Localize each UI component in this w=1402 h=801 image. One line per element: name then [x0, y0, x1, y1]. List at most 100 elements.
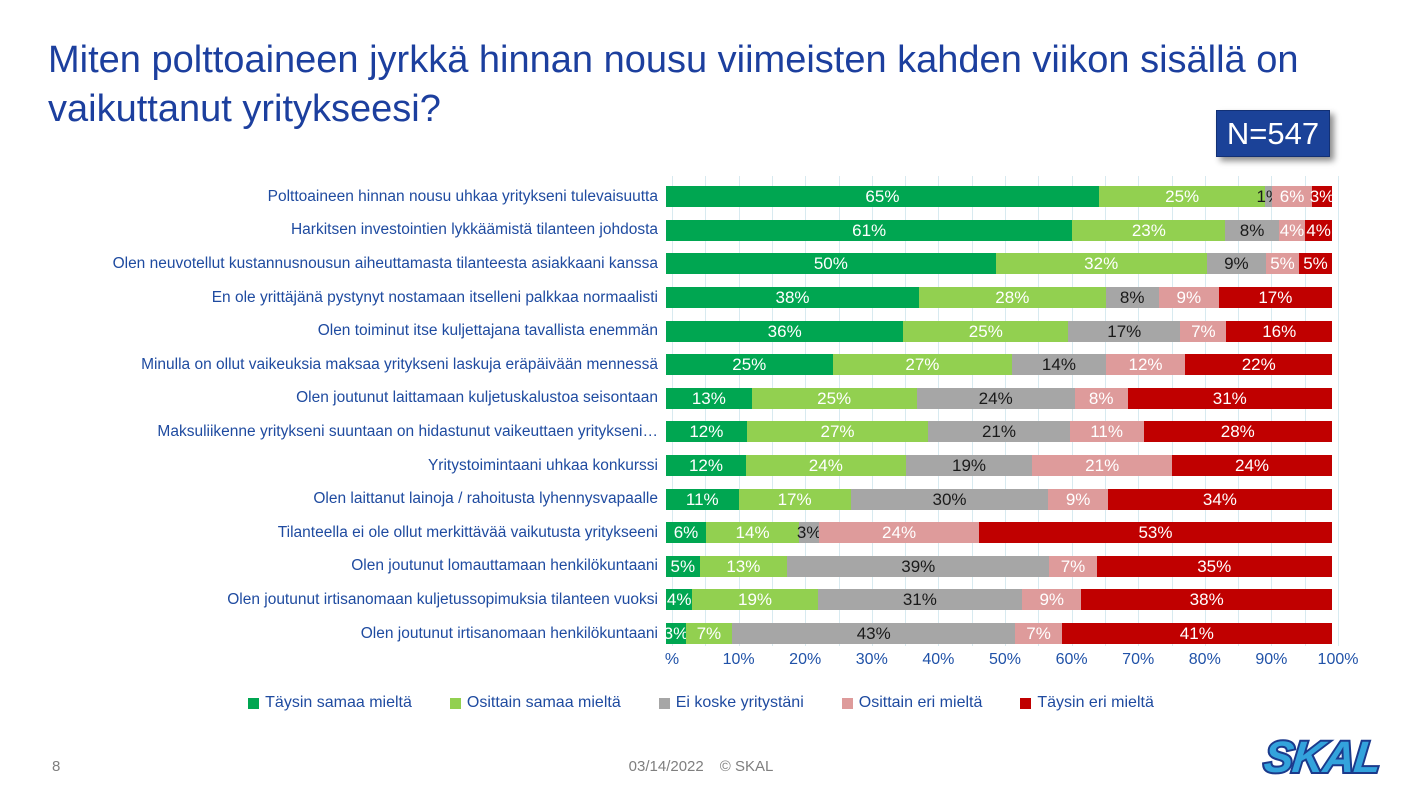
- bar-segment: 5%: [1266, 253, 1299, 275]
- legend-label: Osittain eri mieltä: [858, 694, 983, 711]
- segment-value-label: 65%: [865, 187, 900, 207]
- segment-value-label: 14%: [1041, 355, 1076, 375]
- bar-segment: 4%: [1278, 219, 1306, 241]
- category-label: Maksuliikenne yritykseni suuntaan on hid…: [157, 422, 658, 440]
- x-axis-tick: 40%: [922, 651, 955, 668]
- stacked-bar: 25% 27% 14% 12% 22%: [666, 354, 1332, 376]
- bar-segment: 4%: [666, 589, 693, 611]
- category-label: Olen joutunut lomauttamaan henkilökuntaa…: [351, 557, 658, 575]
- segment-value-label: 27%: [905, 355, 940, 375]
- segment-value-label: 12%: [1128, 355, 1163, 375]
- bar-segment: 7%: [1180, 320, 1227, 342]
- bar-segment: 19%: [905, 455, 1033, 477]
- bar-segment: 7%: [1049, 555, 1097, 577]
- category-label: Olen laittanut lainoja / rahoitusta lyhe…: [313, 490, 658, 508]
- segment-value-label: 4%: [666, 590, 692, 610]
- category-label: Olen toiminut itse kuljettajana tavallis…: [317, 322, 658, 340]
- bar-segment: 38%: [1081, 589, 1332, 611]
- segment-value-label: 7%: [1060, 556, 1086, 576]
- segment-value-label: 4%: [1279, 220, 1305, 240]
- chart-row: Olen joutunut laittamaan kuljetuskalusto…: [0, 382, 1402, 416]
- bar-segment: 6%: [666, 522, 706, 544]
- bar-segment: 13%: [699, 555, 788, 577]
- segment-value-label: 31%: [902, 590, 937, 610]
- category-label: Yritystoimintaani uhkaa konkurssi: [427, 456, 658, 474]
- segment-value-label: 50%: [813, 254, 848, 274]
- segment-value-label: 31%: [1212, 388, 1247, 408]
- bar-segment: 24%: [745, 455, 906, 477]
- segment-value-label: 9%: [1224, 254, 1249, 274]
- legend-item: Osittain eri mieltä: [841, 694, 983, 712]
- bar-segment: 34%: [1107, 488, 1332, 510]
- segment-value-label: 7%: [1191, 321, 1216, 341]
- bar-segment: 23%: [1072, 219, 1226, 241]
- chart-row: Polttoaineen hinnan nousu uhkaa yritykse…: [0, 180, 1402, 214]
- page-number: 8: [52, 758, 61, 775]
- segment-value-label: 32%: [1084, 254, 1119, 274]
- bar-segment: 24%: [1172, 455, 1332, 477]
- bar-segment: 21%: [1032, 455, 1173, 477]
- segment-value-label: 17%: [777, 489, 812, 509]
- bar-segment: 14%: [705, 522, 800, 544]
- legend-item: Täysin eri mieltä: [1020, 694, 1154, 712]
- segment-value-label: 8%: [1239, 220, 1265, 240]
- x-axis-tick: 10%: [722, 651, 755, 668]
- bar-segment: 19%: [692, 589, 818, 611]
- stacked-bar: 4% 19% 31% 9% 38%: [666, 589, 1332, 611]
- bar-segment: 3%: [1310, 186, 1334, 208]
- bar-segment: 3%: [797, 522, 821, 544]
- segment-value-label: 28%: [995, 288, 1030, 308]
- segment-value-label: 16%: [1262, 321, 1297, 341]
- segment-value-label: 7%: [696, 624, 722, 644]
- segment-value-label: 11%: [1090, 422, 1123, 442]
- chart-row: Olen toiminut itse kuljettajana tavallis…: [0, 314, 1402, 348]
- footer: 03/14/2022 © SKAL: [0, 758, 1402, 775]
- bar-segment: 25%: [666, 354, 833, 376]
- chart-row: Olen joutunut irtisanomaan kuljetussopim…: [0, 583, 1402, 617]
- bar-segment: 65%: [666, 186, 1099, 208]
- segment-value-label: 25%: [732, 355, 767, 375]
- segment-value-label: 25%: [817, 388, 852, 408]
- bar-segment: 36%: [666, 320, 904, 342]
- chart-row: Olen neuvotellut kustannusnousun aiheutt…: [0, 247, 1402, 281]
- segment-value-label: 12%: [689, 422, 724, 442]
- segment-value-label: 39%: [901, 556, 936, 576]
- segment-value-label: 19%: [738, 590, 773, 610]
- segment-value-label: 21%: [1085, 456, 1120, 476]
- category-label: Olen joutunut laittamaan kuljetuskalusto…: [296, 389, 658, 407]
- stacked-bar: 12% 27% 21% 11% 28%: [666, 421, 1332, 443]
- bar-segment: 7%: [1015, 623, 1062, 645]
- bar-segment: 3%: [664, 623, 688, 645]
- bar-segment: 17%: [1218, 287, 1332, 309]
- segment-value-label: 25%: [1165, 187, 1200, 207]
- x-axis-tick: 70%: [1122, 651, 1155, 668]
- bar-segment: 24%: [916, 387, 1075, 409]
- bar-segment: 31%: [1127, 387, 1332, 409]
- segment-value-label: 24%: [882, 523, 917, 543]
- category-label: Olen neuvotellut kustannusnousun aiheutt…: [112, 254, 658, 272]
- stacked-bar-chart: Polttoaineen hinnan nousu uhkaa yritykse…: [0, 176, 1402, 652]
- chart-row: Yritystoimintaani uhkaa konkurssi 12% 24% 1…: [0, 449, 1402, 483]
- chart-row: Harkitsen investointien lykkäämistä tila…: [0, 214, 1402, 248]
- category-label: En ole yrittäjänä pystynyt nostamaan its…: [211, 288, 658, 306]
- bar-segment: 9%: [1022, 589, 1082, 611]
- category-label: Olen joutunut irtisanomaan kuljetussopim…: [227, 590, 658, 608]
- segment-value-label: 30%: [932, 489, 967, 509]
- x-axis-tick: 80%: [1188, 651, 1221, 668]
- stacked-bar: 50% 32% 9% 5% 5%: [666, 253, 1332, 275]
- bar-segment: 9%: [1048, 488, 1108, 510]
- bar-segment: 8%: [1105, 287, 1159, 309]
- bar-segment: 16%: [1226, 320, 1332, 342]
- segment-value-label: 13%: [691, 388, 726, 408]
- segment-value-label: 24%: [978, 388, 1013, 408]
- bar-segment: 9%: [1158, 287, 1219, 309]
- bar-segment: 12%: [666, 421, 747, 443]
- x-axis-tick: 90%: [1255, 651, 1288, 668]
- slide-title: Miten polttoaineen jyrkkä hinnan nousu v…: [48, 39, 1299, 130]
- bar-segment: 22%: [1185, 354, 1332, 376]
- bar-segment: 6%: [1272, 186, 1312, 208]
- bar-segment: 7%: [685, 623, 732, 645]
- bar-segment: 25%: [903, 320, 1069, 342]
- bar-segment: 32%: [995, 253, 1207, 275]
- segment-value-label: 12%: [688, 456, 723, 476]
